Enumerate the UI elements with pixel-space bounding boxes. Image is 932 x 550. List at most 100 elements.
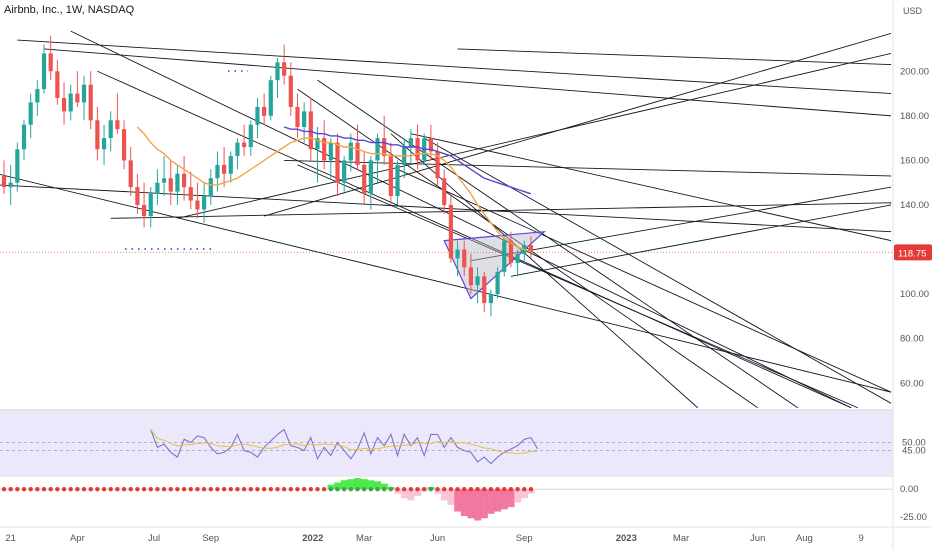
- oscillator-bar: [500, 489, 508, 510]
- candle-body: [135, 187, 140, 205]
- rsi-tick-label: 45.00: [902, 446, 926, 457]
- oscillator-dot: [101, 486, 107, 492]
- rsi-line: [150, 428, 539, 465]
- oscillator-dot: [468, 486, 474, 492]
- oscillator-dot: [408, 486, 414, 492]
- oscillator-dot: [381, 486, 387, 492]
- oscillator-dot: [488, 486, 494, 492]
- oscillator-dot: [341, 486, 347, 492]
- candle-body: [208, 178, 213, 197]
- candle-body: [141, 204, 147, 217]
- oscillator-bar: [474, 489, 482, 521]
- candle-body: [335, 142, 340, 183]
- candle-body: [248, 124, 253, 148]
- y-tick-label: 60.00: [900, 378, 924, 389]
- candle-body: [68, 93, 73, 112]
- candle-body: [442, 178, 447, 205]
- trendline: [17, 39, 892, 94]
- oscillator-dot: [448, 486, 454, 492]
- oscillator-dot: [155, 486, 160, 492]
- oscillator-bar: [447, 489, 455, 505]
- x-tick-label: Apr: [70, 533, 85, 544]
- oscillator-dot: [235, 486, 240, 492]
- candle-body: [488, 294, 494, 304]
- oscillator-bar: [507, 489, 515, 508]
- candle-body: [395, 164, 400, 197]
- trendline: [70, 30, 852, 409]
- candle-body: [108, 120, 113, 139]
- candle-body: [155, 182, 160, 194]
- y-tick-label: 180.00: [900, 111, 929, 122]
- oscillator-dot: [248, 486, 253, 492]
- y-tick-label: 160.00: [900, 155, 929, 166]
- oscillator-dot: [75, 486, 80, 492]
- oscillator-dot: [215, 486, 220, 492]
- candle-body: [295, 106, 300, 127]
- candle-body: [115, 120, 120, 130]
- oscillator-dot: [348, 486, 354, 492]
- oscillator-bar: [460, 489, 468, 517]
- y-tick-label: 100.00: [900, 289, 929, 300]
- oscillator-dot: [355, 486, 360, 492]
- candle-body: [101, 138, 107, 150]
- oscillator-dot: [168, 486, 173, 492]
- x-tick-label: 21: [5, 533, 16, 544]
- oscillator-bar: [334, 482, 342, 490]
- candle-body: [1, 176, 7, 188]
- oscillator-bar: [400, 489, 408, 499]
- candle-body: [428, 138, 433, 152]
- oscillator-bar: [467, 489, 475, 519]
- candle-body: [161, 178, 167, 183]
- candle-body: [328, 142, 333, 161]
- x-tick-label: Sep: [516, 533, 533, 544]
- x-tick-label: 9: [858, 533, 863, 544]
- oscillator-dot: [528, 486, 534, 492]
- trendline: [410, 133, 892, 242]
- candle-body: [28, 102, 33, 125]
- oscillator-dot: [15, 486, 20, 492]
- candle-body: [528, 245, 534, 253]
- candle-body: [368, 160, 373, 194]
- trendline: [97, 70, 852, 409]
- candle-body: [342, 160, 347, 183]
- oscillator-dot: [35, 486, 40, 492]
- candle-body: [502, 240, 507, 272]
- oscillator-dot: [422, 486, 427, 492]
- candle-body: [48, 53, 53, 72]
- oscillator-dot: [315, 486, 320, 492]
- rsi-tick-label: 50.00: [902, 438, 926, 449]
- candle-body: [8, 182, 13, 188]
- candle-body: [462, 249, 467, 268]
- candle-body: [128, 160, 133, 188]
- oscillator-dot: [228, 486, 233, 492]
- y-tick-label: 140.00: [900, 200, 929, 211]
- x-tick-label: Sep: [202, 533, 219, 544]
- candle-body: [495, 271, 500, 295]
- oscillator-bar: [394, 489, 402, 494]
- trendline: [110, 202, 892, 219]
- x-tick-label: Jun: [430, 533, 445, 544]
- candle-body: [375, 138, 380, 161]
- candle-body: [455, 249, 460, 259]
- price-axis-background: [894, 0, 932, 550]
- oscillator-dot: [515, 486, 520, 492]
- trendline: [177, 52, 892, 219]
- oscillator-dot: [435, 486, 440, 492]
- trendline: [284, 159, 892, 177]
- trendline: [390, 133, 698, 409]
- oscillator-dot: [455, 486, 460, 492]
- candle-body: [415, 138, 420, 161]
- oscillator-dot: [335, 486, 340, 492]
- oscillator-bar: [340, 480, 348, 490]
- oscillator-dot: [28, 486, 33, 492]
- oscillator-dot: [402, 486, 407, 492]
- oscillator-dot: [161, 486, 167, 492]
- oscillator-dot: [141, 486, 147, 492]
- x-tick-label: Mar: [356, 533, 372, 544]
- oscillator-bar: [380, 483, 388, 490]
- candle-body: [175, 173, 180, 192]
- y-tick-label: 80.00: [900, 334, 924, 345]
- oscillator-dot: [221, 486, 227, 492]
